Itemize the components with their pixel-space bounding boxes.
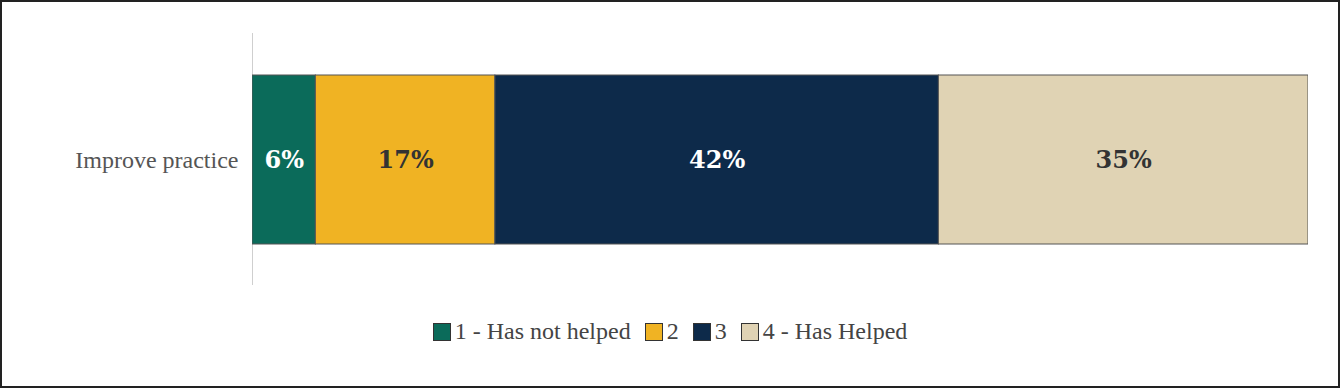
svg-text:42%: 42% [689, 145, 745, 174]
svg-text:17%: 17% [378, 145, 434, 174]
html-text:2: 2 [666, 318, 679, 344]
html-text:4 - Has Helped: 4 - Has Helped [762, 318, 908, 344]
svg-text:6%: 6% [264, 145, 304, 174]
html-text:3: 3 [714, 318, 727, 344]
svg-text:35%: 35% [1096, 145, 1152, 174]
svg-text:Improve practice: Improve practice [75, 147, 238, 173]
html-text:1 - Has not helped: 1 - Has not helped [454, 318, 631, 344]
